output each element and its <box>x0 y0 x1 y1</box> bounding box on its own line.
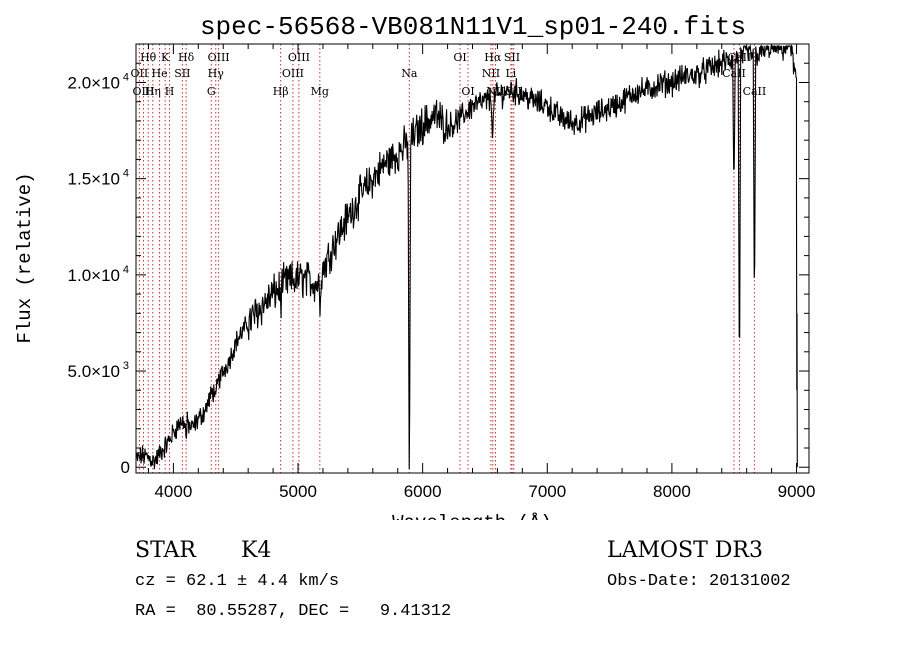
x-tick-label: 7000 <box>528 482 566 501</box>
y-tick-label: 0 <box>121 458 130 477</box>
observation-date: Obs-Date: 20131002 <box>607 572 791 591</box>
x-axis-label: Wavelength (Å) <box>392 512 552 520</box>
line-label: Hγ <box>208 67 225 80</box>
line-label: SII <box>504 51 520 64</box>
plot-frame <box>135 43 810 474</box>
y-tick-exponent: 4 <box>123 168 129 180</box>
y-tick-exponent: 3 <box>123 360 129 372</box>
line-label: OIII <box>208 51 230 64</box>
line-label: OI <box>453 51 466 64</box>
x-tick-label: 4000 <box>154 482 192 501</box>
line-label: Mg <box>311 85 329 98</box>
y-tick-exponent: 4 <box>123 264 129 276</box>
y-tick-label-group: 2.0×10 4 <box>68 71 129 92</box>
line-label: OII <box>131 67 149 80</box>
line-label: K <box>161 51 170 64</box>
line-label: CaII <box>728 51 752 64</box>
line-label: Hδ <box>178 51 195 64</box>
y-tick-label-group: 5.0×10 3 <box>68 360 129 381</box>
line-label: NII <box>482 67 500 80</box>
line-label: H <box>165 85 175 98</box>
y-tick-label: 2.0×10 <box>68 73 120 92</box>
line-label: Hθ <box>140 51 157 64</box>
y-tick-label: 1.5×10 <box>68 170 120 189</box>
y-tick-label-group: 1.0×10 4 <box>68 264 129 285</box>
spectrum-trace <box>135 44 798 470</box>
line-label: Hη <box>145 85 161 98</box>
line-label: OIII <box>132 85 154 98</box>
redshift-line: cz = 62.1 ± 4.4 km/s <box>135 572 340 591</box>
object-class: STAR <box>135 538 196 563</box>
line-label: OIII <box>282 67 304 80</box>
line-label: Hα <box>484 51 502 64</box>
line-label: G <box>207 85 216 98</box>
y-axis-label: Flux (relative) <box>14 172 36 343</box>
x-tick-label: 6000 <box>404 482 442 501</box>
line-label: Na <box>401 67 418 80</box>
line-label: SII <box>506 85 522 98</box>
x-tick-label: 5000 <box>279 482 317 501</box>
x-tick-label: 8000 <box>653 482 691 501</box>
y-tick-label-group: 0 <box>121 458 130 477</box>
line-label: Hβ <box>273 85 289 98</box>
y-tick-exponent: 4 <box>123 71 129 83</box>
line-label: Li <box>505 67 516 80</box>
y-tick-label-group: 1.5×10 4 <box>68 168 129 189</box>
coordinates-line: RA = 80.55287, DEC = 9.41312 <box>135 602 452 621</box>
chart-title: spec-56568-VB081N11V1_sp01-240.fits <box>200 12 746 42</box>
survey-name: LAMOST DR3 <box>607 538 763 563</box>
line-label: He <box>152 67 168 80</box>
line-label: CaII <box>743 85 767 98</box>
object-subclass: K4 <box>241 538 272 563</box>
line-label: NII <box>486 85 504 98</box>
y-tick-label: 1.0×10 <box>68 266 120 285</box>
line-label: OIII <box>288 51 310 64</box>
x-tick-label: 9000 <box>778 482 816 501</box>
line-label: SII <box>174 67 190 80</box>
line-label: CaII <box>722 67 746 80</box>
line-label: OI <box>461 85 474 98</box>
y-tick-label: 5.0×10 <box>68 362 120 381</box>
